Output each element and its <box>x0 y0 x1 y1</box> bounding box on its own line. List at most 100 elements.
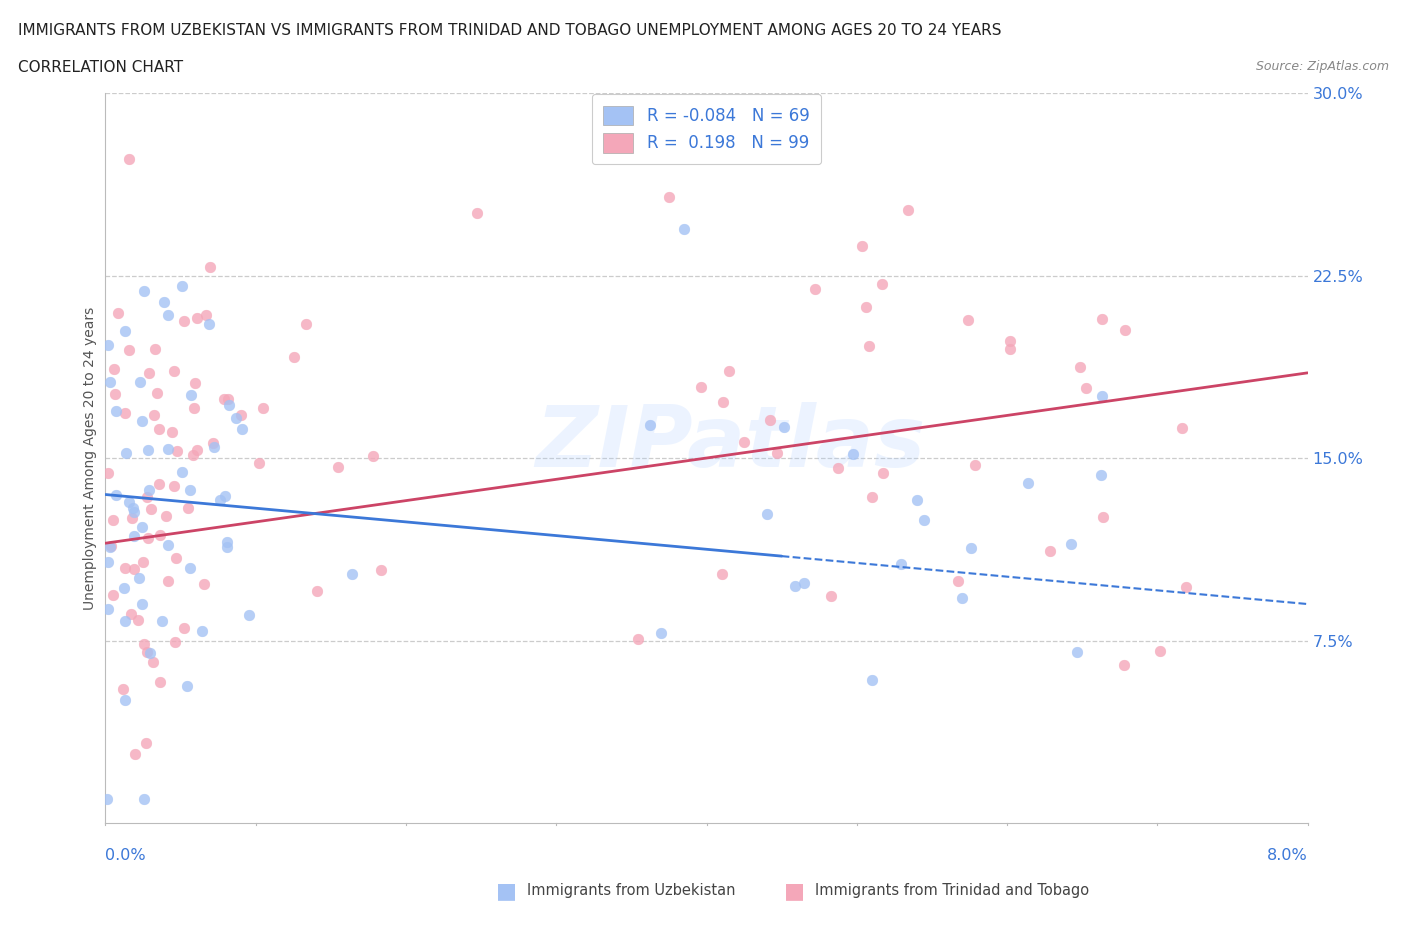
Point <box>104 386 127 401</box>
Point <box>186 443 208 458</box>
Point <box>143 407 166 422</box>
Point <box>114 560 136 575</box>
Point <box>105 487 128 502</box>
Text: ■: ■ <box>496 881 516 901</box>
Point <box>180 387 202 402</box>
Point <box>294 316 316 331</box>
Point <box>998 342 1021 357</box>
Point <box>1091 388 1114 403</box>
Point <box>105 404 128 418</box>
Point <box>658 189 681 204</box>
Point <box>132 791 155 806</box>
Point <box>1074 380 1097 395</box>
Point <box>112 681 135 696</box>
Point <box>136 443 159 458</box>
Point <box>946 574 969 589</box>
Point <box>872 465 894 480</box>
Point <box>711 566 734 581</box>
Point <box>626 632 648 647</box>
Point <box>149 674 172 689</box>
Point <box>135 489 157 504</box>
Point <box>1039 543 1062 558</box>
Point <box>97 338 120 352</box>
Point <box>128 571 150 586</box>
Point <box>131 554 153 569</box>
Point <box>217 392 239 406</box>
Point <box>118 152 141 166</box>
Point <box>97 554 120 569</box>
Point <box>122 528 145 543</box>
Point <box>804 282 827 297</box>
Point <box>114 613 136 628</box>
Point <box>638 418 661 432</box>
Point <box>690 379 713 394</box>
Point <box>97 602 120 617</box>
Point <box>186 311 208 325</box>
Point <box>672 221 695 236</box>
Point <box>225 410 247 425</box>
Point <box>100 538 122 553</box>
Point <box>127 613 149 628</box>
Point <box>157 538 180 552</box>
Point <box>860 673 883 688</box>
Point <box>107 306 129 321</box>
Point <box>166 444 188 458</box>
Point <box>214 488 236 503</box>
Point <box>131 413 153 428</box>
Point <box>148 476 170 491</box>
Point <box>342 566 364 581</box>
Point <box>114 693 136 708</box>
Point <box>118 343 141 358</box>
Point <box>179 561 201 576</box>
Point <box>858 339 880 353</box>
Text: 8.0%: 8.0% <box>1267 848 1308 863</box>
Point <box>465 206 488 220</box>
Point <box>163 364 186 379</box>
Legend: R = -0.084   N = 69, R =  0.198   N = 99: R = -0.084 N = 69, R = 0.198 N = 99 <box>592 94 821 165</box>
Point <box>305 583 328 598</box>
Point <box>238 607 260 622</box>
Point <box>157 308 180 323</box>
Point <box>114 445 136 460</box>
Point <box>170 465 193 480</box>
Point <box>215 539 238 554</box>
Point <box>247 455 270 470</box>
Point <box>950 591 973 606</box>
Point <box>181 448 204 463</box>
Point <box>179 482 201 497</box>
Point <box>756 506 779 521</box>
Point <box>370 563 392 578</box>
Point <box>231 421 253 436</box>
Point <box>120 606 142 621</box>
Point <box>1066 644 1088 659</box>
Text: IMMIGRANTS FROM UZBEKISTAN VS IMMIGRANTS FROM TRINIDAD AND TOBAGO UNEMPLOYMENT A: IMMIGRANTS FROM UZBEKISTAN VS IMMIGRANTS… <box>18 23 1002 38</box>
Point <box>766 445 789 460</box>
Point <box>148 421 170 436</box>
Point <box>138 483 160 498</box>
Point <box>1090 467 1112 482</box>
Point <box>793 576 815 591</box>
Point <box>905 493 928 508</box>
Point <box>202 439 225 454</box>
Point <box>212 392 235 406</box>
Point <box>717 364 740 379</box>
Point <box>139 646 162 661</box>
Point <box>860 489 883 504</box>
Point <box>162 478 184 493</box>
Point <box>152 294 174 309</box>
Point <box>135 644 157 659</box>
Point <box>890 556 912 571</box>
Text: Source: ZipAtlas.com: Source: ZipAtlas.com <box>1256 60 1389 73</box>
Point <box>162 424 184 439</box>
Point <box>758 413 780 428</box>
Point <box>131 519 153 534</box>
Point <box>114 405 136 420</box>
Point <box>197 316 219 331</box>
Point <box>101 587 124 602</box>
Point <box>772 419 794 434</box>
Point <box>143 342 166 357</box>
Point <box>827 460 849 475</box>
Point <box>124 504 146 519</box>
Point <box>820 589 842 604</box>
Y-axis label: Unemployment Among Ages 20 to 24 years: Unemployment Among Ages 20 to 24 years <box>83 306 97 610</box>
